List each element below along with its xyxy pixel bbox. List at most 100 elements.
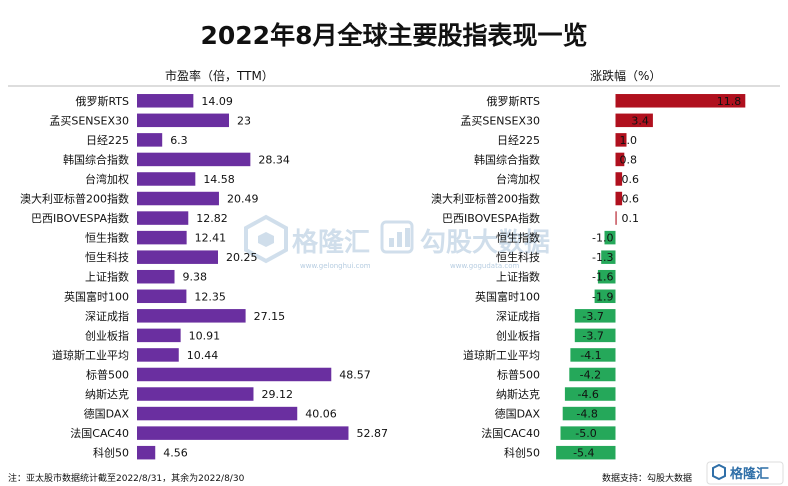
change-category-label: 创业板指 <box>496 328 540 342</box>
pe-bar <box>137 191 219 206</box>
change-bar-negative <box>569 367 616 382</box>
change-bar-negative <box>556 445 616 460</box>
change-category-label: 孟买SENSEX30 <box>460 114 540 127</box>
data-source: 数据支持：勾股大数据 <box>602 472 692 484</box>
change-category-label: 科创50 <box>504 446 540 460</box>
pe-value-label: 48.57 <box>339 368 371 381</box>
pe-value-label: 12.35 <box>194 290 226 303</box>
pe-bar <box>137 230 187 245</box>
change-bar-positive <box>615 191 623 206</box>
pe-category-label: 深证成指 <box>85 309 129 323</box>
pe-value-label: 12.82 <box>196 212 228 225</box>
pe-bar <box>137 328 181 343</box>
change-bar-negative <box>562 406 616 421</box>
change-value-label: -1.0 <box>592 232 613 245</box>
change-value-label: 1.0 <box>620 134 638 147</box>
pe-bar <box>137 94 194 108</box>
change-value-label: 0.6 <box>622 193 640 206</box>
change-value-label: -4.2 <box>580 368 601 381</box>
pe-bar <box>137 250 218 264</box>
pe-bar <box>137 172 196 186</box>
change-category-label: 巴西IBOVESPA指数 <box>442 211 540 225</box>
pe-category-label: 韩国综合指数 <box>63 152 129 166</box>
pe-value-label: 20.25 <box>226 251 258 264</box>
gelonghui-logo-text: 格隆汇 <box>730 466 769 482</box>
change-value-label: 3.4 <box>631 114 649 127</box>
pe-chart-title: 市盈率（倍，TTM） <box>165 68 274 83</box>
pe-value-label: 10.91 <box>189 329 221 342</box>
change-value-label: -1.6 <box>592 271 613 284</box>
change-bar-negative <box>564 387 616 401</box>
change-value-label: -5.0 <box>575 427 596 440</box>
pe-bar <box>137 387 254 401</box>
pe-category-label: 上证指数 <box>85 270 129 284</box>
pe-value-label: 10.44 <box>187 349 219 362</box>
pe-bar <box>137 348 179 362</box>
gelonghui-watermark-logo <box>244 214 288 264</box>
pe-bar <box>137 426 349 440</box>
change-category-label: 台湾加权 <box>496 172 540 186</box>
change-bar-negative <box>597 269 616 284</box>
pe-value-label: 27.15 <box>254 310 286 323</box>
change-bar-negative <box>594 289 616 304</box>
pe-value-label: 29.12 <box>261 388 293 401</box>
change-value-label: -1.3 <box>592 251 613 264</box>
gelonghui-logo: 格隆汇 <box>706 461 784 485</box>
pe-value-label: 28.34 <box>258 153 290 166</box>
pe-bar <box>137 309 246 323</box>
pe-category-label: 德国DAX <box>84 407 130 421</box>
change-bar-positive <box>615 133 627 147</box>
change-category-label: 德国DAX <box>495 407 541 421</box>
change-category-label: 深证成指 <box>496 309 540 323</box>
change-category-label: 恒生科技 <box>496 250 540 264</box>
pe-category-label: 英国富时100 <box>64 289 129 303</box>
pe-value-label: 40.06 <box>305 408 337 421</box>
change-bar-chart: 俄罗斯RTS 11.8 孟买SENSEX30 3.4 日经225 1.0 韩国综合指数 0.8… <box>431 94 746 460</box>
pe-bar-chart: 俄罗斯RTS 14.09 孟买SENSEX30 23 日经225 6.3 韩国综合指数 28.… <box>20 94 388 460</box>
pe-value-label: 14.58 <box>203 173 235 186</box>
pe-value-label: 12.41 <box>195 232 227 245</box>
change-value-label: -3.7 <box>582 310 603 323</box>
footnote: 注：亚太股市数据统计截至2022/8/31，其余为2022/8/30 <box>8 472 245 484</box>
pe-category-label: 道琼斯工业平均 <box>52 348 129 362</box>
pe-value-label: 20.49 <box>227 193 259 206</box>
pe-bar <box>137 269 175 284</box>
change-category-label: 道琼斯工业平均 <box>463 348 540 362</box>
pe-bar <box>137 406 298 421</box>
pe-category-label: 巴西IBOVESPA指数 <box>31 211 129 225</box>
pe-category-label: 恒生指数 <box>85 231 129 245</box>
pe-bar <box>137 133 163 147</box>
gelonghui-watermark-url: www.gelonghui.com <box>300 262 371 270</box>
change-value-label: -1.9 <box>592 290 613 303</box>
change-category-label: 上证指数 <box>496 270 540 284</box>
pe-value-label: 4.56 <box>163 447 188 460</box>
change-category-label: 俄罗斯RTS <box>486 95 540 108</box>
change-bar-negative <box>574 309 616 323</box>
change-bar-positive <box>615 113 653 128</box>
pe-value-label: 9.38 <box>183 271 208 284</box>
gogudata-watermark-url: www.gogudata.com <box>450 262 519 270</box>
pe-bar <box>137 289 187 304</box>
change-value-label: -5.4 <box>573 447 594 460</box>
change-value-label: -4.6 <box>577 388 598 401</box>
change-bar-negative <box>574 328 616 343</box>
pe-category-label: 标普500 <box>86 367 129 381</box>
change-bar-negative <box>604 230 616 245</box>
change-value-label: -3.7 <box>582 329 603 342</box>
change-value-label: 0.6 <box>622 173 640 186</box>
change-category-label: 恒生指数 <box>496 231 540 245</box>
change-category-label: 纳斯达克 <box>496 388 540 401</box>
change-value-label: 11.8 <box>717 95 742 108</box>
change-value-label: 0.8 <box>620 153 638 166</box>
pe-bar <box>137 211 189 225</box>
pe-category-label: 科创50 <box>93 446 129 460</box>
change-bar-positive <box>615 152 625 167</box>
change-category-label: 韩国综合指数 <box>474 152 540 166</box>
pe-category-label: 孟买SENSEX30 <box>49 114 129 127</box>
change-bar-negative <box>570 348 616 362</box>
change-category-label: 澳大利亚标普200指数 <box>431 192 540 206</box>
pe-value-label: 14.09 <box>201 95 233 108</box>
pe-category-label: 创业板指 <box>85 328 129 342</box>
gogudata-watermark-logo <box>380 220 414 254</box>
